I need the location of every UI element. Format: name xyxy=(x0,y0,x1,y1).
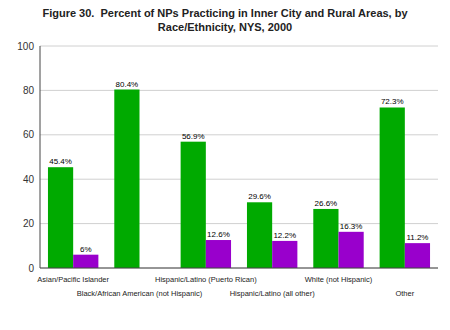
data-label: 11.2% xyxy=(406,233,428,242)
grid-line xyxy=(40,134,438,135)
x-tick-label: Asian/Pacific Islander xyxy=(37,275,109,284)
x-axis: Asian/Pacific Islander Black/African Amer… xyxy=(37,275,414,298)
grid-line xyxy=(40,268,438,269)
bar xyxy=(206,240,231,268)
data-labels: 45.4% 80.4% 56.9% 29.6% 26.6% 72.3% 6% 12.6% 12.… xyxy=(49,80,428,254)
title-line: Race/Ethnicity, NYS, 2000 xyxy=(158,21,292,33)
y-tick-label: 100 xyxy=(17,41,34,52)
data-label: 45.4% xyxy=(49,157,72,166)
chart: 0 20 40 60 80 100 45.4% 80.4% 56.9% 29.6% 26.6% 72.… xyxy=(0,0,450,330)
y-tick-label: 0 xyxy=(28,263,34,274)
bar xyxy=(405,243,430,268)
data-label: 12.2% xyxy=(273,231,296,240)
bar xyxy=(73,255,98,268)
grid-line xyxy=(40,179,438,180)
bar xyxy=(272,241,297,268)
grid-line xyxy=(40,223,438,224)
y-axis-line xyxy=(40,46,41,268)
bar xyxy=(313,209,338,268)
x-axis-line xyxy=(40,268,438,269)
y-tick-label: 40 xyxy=(23,174,35,185)
bar xyxy=(114,90,139,268)
data-label: 12.6% xyxy=(207,230,230,239)
bar xyxy=(339,232,364,268)
bars xyxy=(48,90,430,268)
data-label: 6% xyxy=(80,245,92,254)
x-tick-label: Hispanic/Latino (Puerto Rican) xyxy=(155,275,257,284)
data-label: 80.4% xyxy=(116,80,139,89)
y-axis: 0 20 40 60 80 100 xyxy=(17,41,438,274)
title: Figure 30. Percent of NPs Practicing in … xyxy=(42,7,408,33)
y-tick-label: 20 xyxy=(23,218,35,229)
x-tick-label: White (not Hispanic) xyxy=(305,275,373,284)
title-line: Figure 30. Percent of NPs Practicing in … xyxy=(42,7,408,19)
bar xyxy=(181,142,206,268)
grid-line xyxy=(40,90,438,91)
x-tick-label: Hispanic/Latino (all other) xyxy=(230,289,316,298)
grid-line xyxy=(40,46,438,47)
bar xyxy=(380,107,405,268)
data-label: 72.3% xyxy=(381,97,404,106)
data-label: 56.9% xyxy=(182,132,205,141)
bar xyxy=(48,167,73,268)
data-label: 26.6% xyxy=(315,199,338,208)
x-tick-label: Other xyxy=(395,289,414,298)
y-tick-label: 60 xyxy=(23,129,35,140)
y-tick-label: 80 xyxy=(23,85,35,96)
bar xyxy=(247,202,272,268)
x-tick-label: Black/African American (not Hispanic) xyxy=(77,289,203,298)
data-label: 29.6% xyxy=(248,192,271,201)
data-label: 16.3% xyxy=(340,222,363,231)
